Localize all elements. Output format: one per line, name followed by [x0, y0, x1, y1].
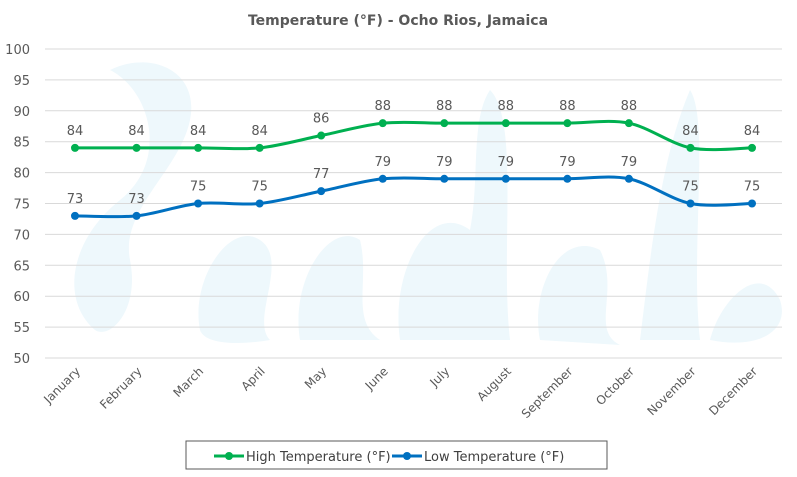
data-point — [686, 199, 695, 208]
data-label: 79 — [436, 155, 453, 170]
data-point — [748, 143, 756, 152]
series-line — [73, 175, 754, 219]
y-tick-label: 80 — [13, 167, 30, 182]
data-point — [563, 119, 572, 128]
data-point — [686, 143, 695, 152]
x-tick-label: November — [645, 364, 699, 418]
x-tick-label: December — [706, 364, 760, 418]
y-tick-label: 85 — [13, 136, 30, 151]
legend-label: Low Temperature (°F) — [424, 450, 564, 465]
data-point — [194, 199, 203, 208]
legend: High Temperature (°F) Low Temperature (°F… — [185, 440, 608, 470]
data-point — [748, 199, 756, 208]
watermark-stroke — [298, 236, 380, 340]
watermark-stroke — [74, 62, 192, 332]
y-axis: 50 55 60 65 70 75 80 85 90 95 100 — [5, 43, 30, 367]
legend-dot-marker — [403, 452, 411, 460]
data-label: 75 — [251, 180, 268, 195]
watermark-stroke — [538, 246, 620, 345]
data-point — [624, 174, 633, 183]
data-label: 84 — [682, 124, 699, 139]
data-point — [317, 187, 326, 196]
x-tick-label: March — [170, 364, 206, 400]
data-label: 84 — [744, 124, 761, 139]
y-tick-label: 65 — [13, 259, 30, 274]
watermark-stroke — [640, 90, 700, 340]
data-point — [317, 131, 326, 140]
y-tick-label: 75 — [13, 198, 30, 213]
watermark-stroke — [710, 283, 782, 343]
data-label: 84 — [128, 124, 145, 139]
data-point — [71, 143, 79, 152]
x-tick-label: June — [362, 364, 391, 393]
data-point — [501, 174, 510, 183]
x-tick-label: October — [593, 364, 637, 408]
data-point — [563, 174, 572, 183]
data-label: 75 — [682, 180, 699, 195]
y-tick-label: 70 — [13, 228, 30, 243]
legend-dot-marker — [225, 452, 233, 460]
series-low-temperature: 73 73 75 75 77 79 79 79 79 79 75 75 — [67, 155, 761, 220]
data-label: 88 — [374, 99, 391, 114]
legend-item-low: Low Temperature (°F) — [392, 450, 564, 465]
watermark-stroke — [398, 90, 510, 340]
x-tick-label: April — [238, 364, 267, 393]
watermark-stroke — [198, 236, 272, 343]
y-tick-label: 60 — [13, 290, 30, 305]
series-group: 84 84 84 84 86 88 88 88 88 88 84 84 73 73 75 75 77 79 79 79… — [67, 99, 761, 220]
data-point — [255, 143, 264, 152]
data-label: 88 — [559, 99, 576, 114]
x-axis: January February March April May June July Augu… — [40, 364, 760, 421]
data-label: 77 — [313, 167, 330, 182]
y-tick-label: 55 — [13, 321, 30, 336]
data-point — [501, 119, 510, 128]
data-label: 79 — [621, 155, 638, 170]
x-tick-label: August — [474, 364, 514, 404]
data-point — [378, 119, 387, 128]
x-tick-label: January — [40, 364, 83, 407]
data-label: 79 — [559, 155, 576, 170]
data-label: 79 — [374, 155, 391, 170]
y-tick-label: 50 — [13, 352, 30, 367]
y-tick-label: 90 — [13, 105, 30, 120]
y-tick-label: 95 — [13, 74, 30, 89]
data-label: 88 — [436, 99, 453, 114]
data-point — [440, 119, 449, 128]
data-label: 84 — [251, 124, 268, 139]
data-label: 75 — [744, 180, 761, 195]
data-label: 88 — [621, 99, 638, 114]
data-point — [132, 143, 141, 152]
y-tick-label: 100 — [5, 43, 30, 58]
series-high-temperature: 84 84 84 84 86 88 88 88 88 88 84 84 — [67, 99, 761, 152]
data-label: 79 — [498, 155, 515, 170]
data-point — [255, 199, 264, 208]
data-point — [194, 143, 203, 152]
legend-label: High Temperature (°F) — [246, 450, 391, 465]
x-tick-label: May — [302, 364, 329, 391]
data-label: 86 — [313, 112, 330, 127]
gridlines — [45, 48, 782, 359]
legend-item-high: High Temperature (°F) — [214, 450, 391, 465]
chart-title: Temperature (°F) - Ocho Rios, Jamaica — [248, 13, 548, 29]
data-point — [440, 174, 449, 183]
watermark — [74, 62, 782, 345]
data-label: 73 — [67, 192, 84, 207]
data-label: 75 — [190, 180, 207, 195]
data-label: 84 — [67, 124, 84, 139]
x-tick-label: February — [97, 364, 145, 412]
data-label: 88 — [498, 99, 515, 114]
data-label: 84 — [190, 124, 207, 139]
data-point — [71, 211, 79, 220]
x-tick-label: September — [519, 364, 576, 421]
data-point — [378, 174, 387, 183]
data-point — [132, 211, 141, 220]
x-tick-label: July — [427, 364, 453, 390]
data-label: 73 — [128, 192, 145, 207]
data-point — [624, 119, 633, 128]
